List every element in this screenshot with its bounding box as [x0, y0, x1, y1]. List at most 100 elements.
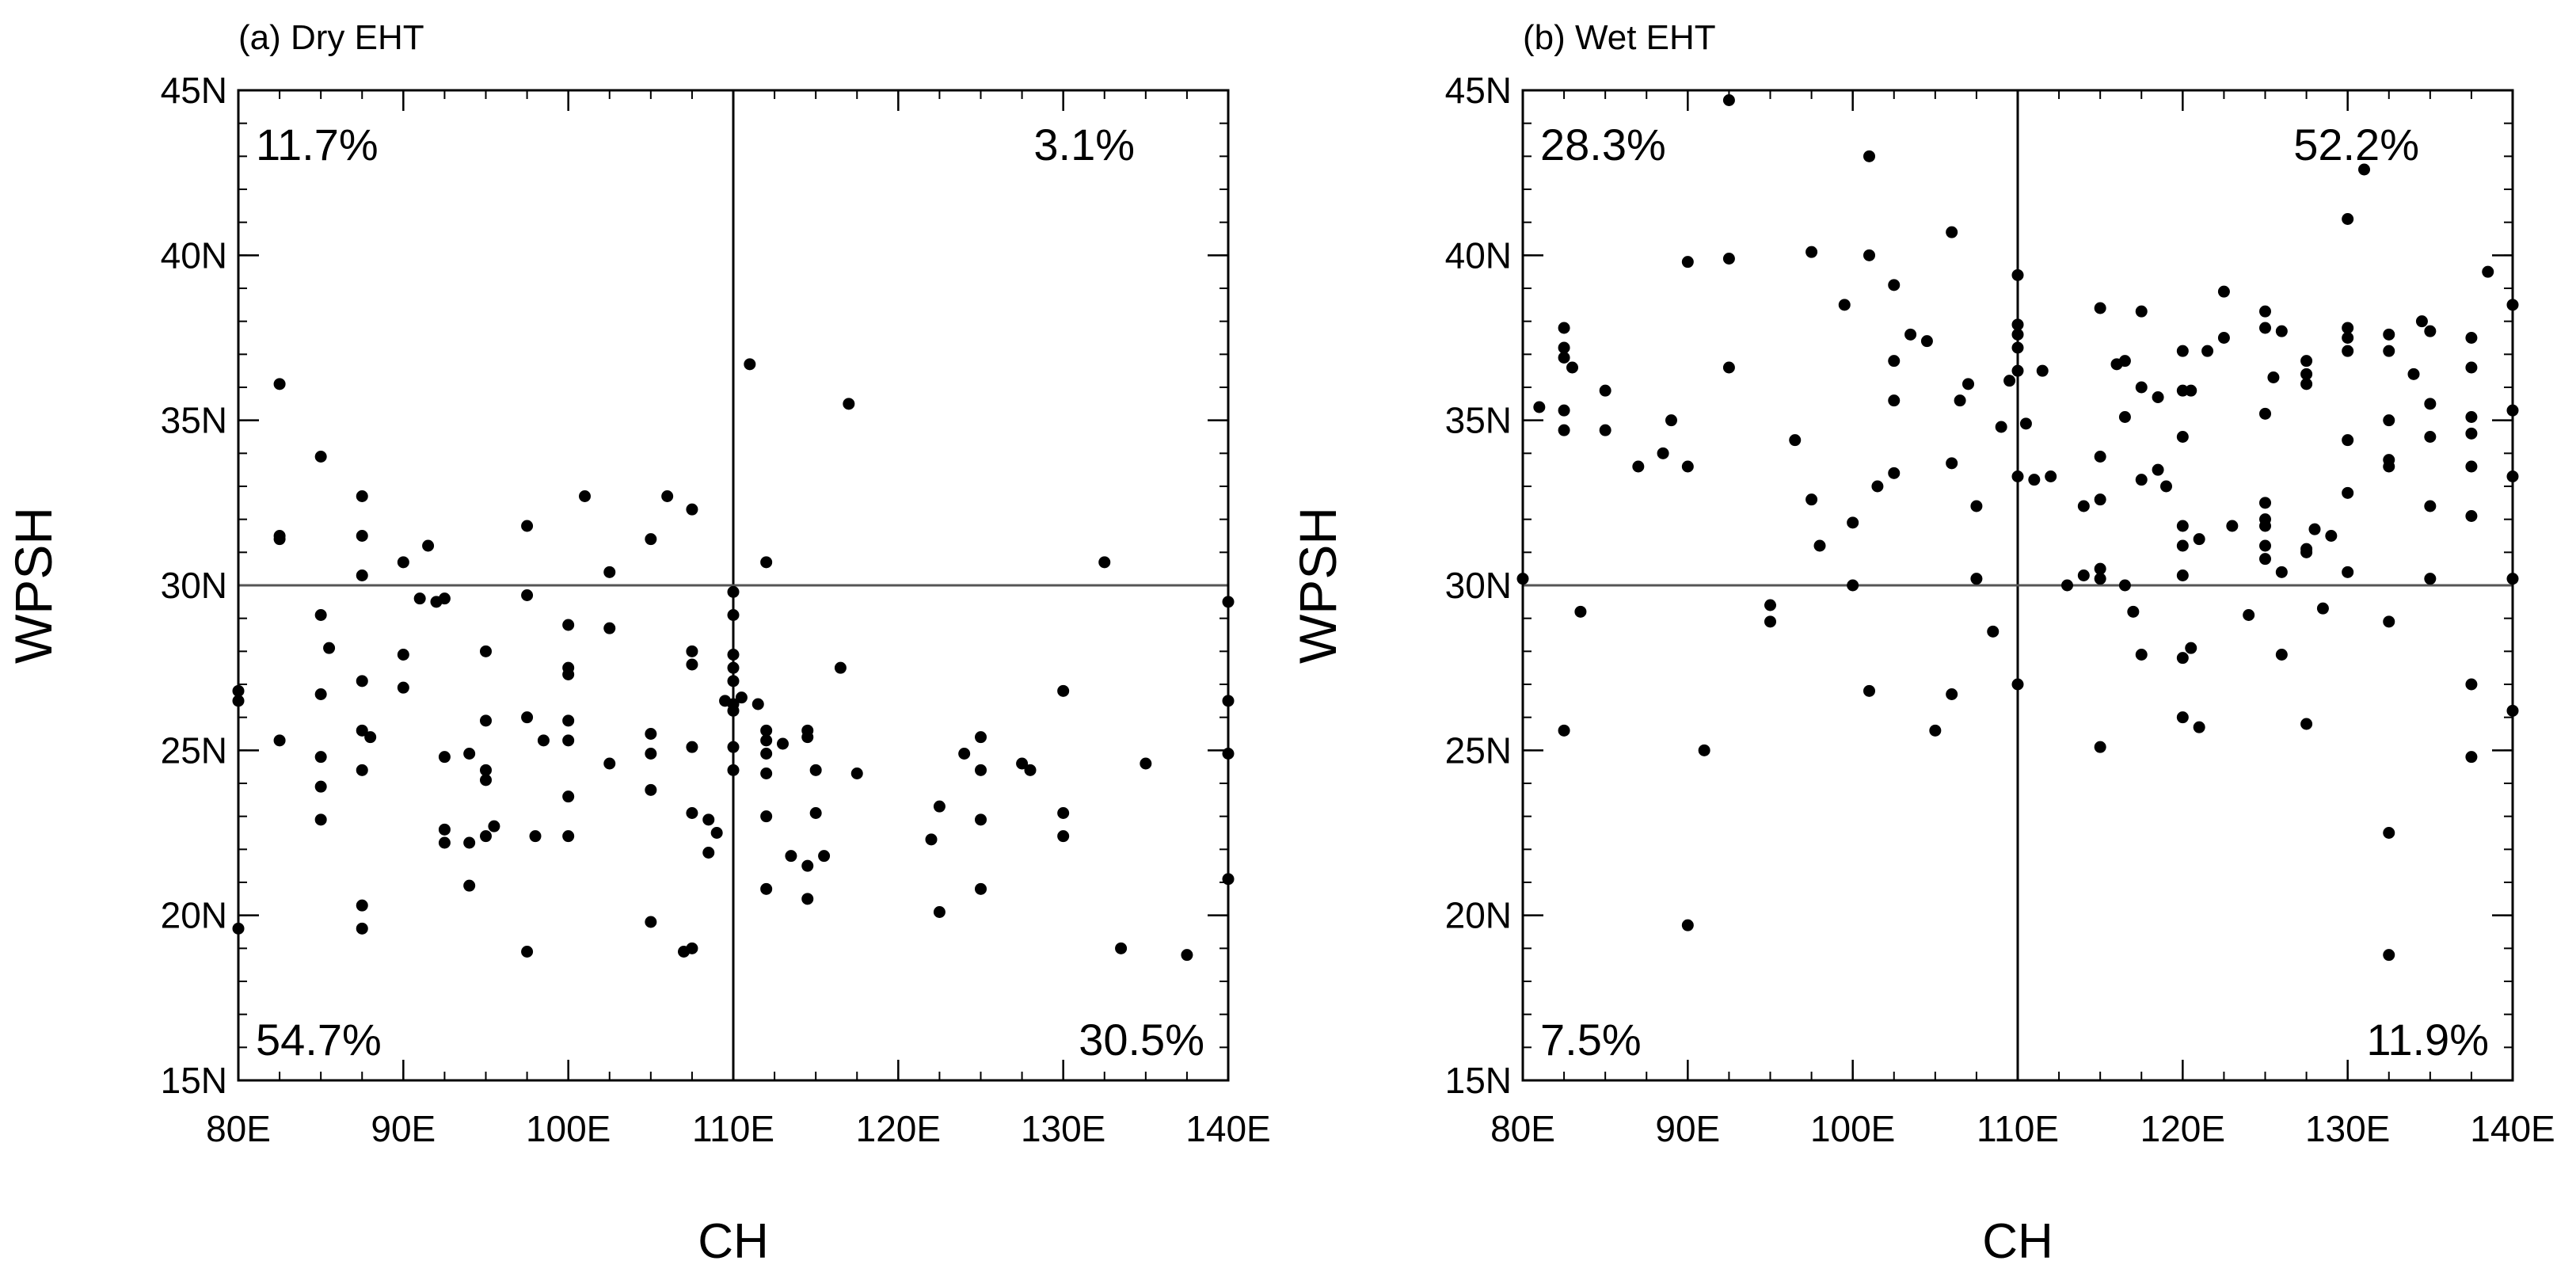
data-point — [702, 813, 715, 826]
data-point — [1946, 688, 1958, 700]
data-point — [2243, 609, 2255, 621]
data-point — [645, 728, 657, 740]
y-tick-label: 45N — [161, 70, 227, 111]
data-point — [2465, 427, 2478, 440]
y-tick-label: 35N — [1445, 400, 1512, 441]
data-point — [603, 566, 616, 578]
x-tick-label: 140E — [1185, 1108, 1270, 1149]
data-point — [2506, 470, 2519, 482]
data-point — [1665, 414, 1677, 427]
data-point — [1888, 355, 1901, 368]
data-point — [562, 619, 575, 631]
data-point — [1681, 460, 1694, 473]
data-point — [314, 780, 327, 793]
data-point — [2135, 474, 2148, 486]
data-point — [727, 741, 740, 753]
y-tick-label: 25N — [1445, 729, 1512, 771]
data-point — [364, 731, 377, 744]
data-point — [1888, 467, 1901, 479]
y-tick-label: 40N — [161, 234, 227, 276]
data-point — [2011, 341, 2024, 354]
data-point — [273, 533, 286, 546]
data-point — [760, 556, 773, 569]
data-point — [645, 916, 657, 928]
data-point — [1516, 573, 1529, 585]
data-point — [1863, 684, 1875, 697]
data-point — [850, 768, 863, 779]
data-point — [2267, 371, 2280, 383]
data-point — [2011, 269, 2024, 281]
data-point — [521, 520, 534, 532]
data-point — [2424, 431, 2437, 443]
y-tick-label: 25N — [161, 729, 227, 771]
data-point — [1558, 341, 1570, 354]
data-point — [2407, 368, 2420, 380]
data-point — [463, 879, 476, 892]
data-point — [801, 859, 814, 872]
data-point — [1805, 246, 1818, 258]
data-point — [2259, 553, 2271, 566]
data-point — [2259, 407, 2271, 420]
data-point — [2424, 573, 2437, 585]
quadrant-label-top-left: 28.3% — [1540, 120, 1666, 169]
data-point — [438, 836, 451, 849]
data-point — [925, 833, 938, 846]
data-point — [2424, 398, 2437, 410]
data-point — [1764, 599, 1776, 611]
data-point — [710, 827, 723, 839]
x-tick-label: 130E — [2305, 1108, 2390, 1149]
data-point — [2217, 332, 2230, 344]
data-point — [785, 850, 797, 863]
data-point — [686, 807, 698, 819]
data-point — [2325, 530, 2338, 542]
data-point — [1764, 615, 1776, 628]
data-point — [463, 836, 476, 849]
data-point — [958, 748, 971, 760]
data-point — [1599, 424, 1611, 436]
x-tick-label: 100E — [1810, 1108, 1895, 1149]
data-point — [686, 503, 698, 516]
data-point — [480, 714, 492, 727]
data-point — [2342, 486, 2354, 499]
data-point — [2465, 411, 2478, 423]
x-tick-label: 120E — [856, 1108, 941, 1149]
data-point — [1946, 457, 1958, 470]
data-point — [686, 741, 698, 753]
data-point — [1871, 480, 1884, 493]
data-point — [809, 764, 822, 776]
data-point — [480, 774, 492, 787]
data-point — [2077, 569, 2090, 581]
quadrant-label-top-right: 52.2% — [2293, 120, 2419, 169]
data-point — [422, 539, 435, 552]
data-point — [2259, 520, 2271, 532]
data-point — [1888, 279, 1901, 291]
data-point — [314, 751, 327, 764]
data-point — [1140, 757, 1152, 770]
data-point — [727, 675, 740, 688]
data-point — [1558, 352, 1570, 364]
data-point — [1681, 919, 1694, 931]
data-point — [2176, 384, 2189, 397]
data-point — [645, 783, 657, 796]
plot-frame — [237, 89, 1230, 1082]
y-tick-label: 15N — [161, 1060, 227, 1101]
data-point — [2176, 539, 2189, 552]
data-point — [2135, 381, 2148, 394]
data-point — [356, 569, 368, 581]
data-point — [843, 398, 855, 410]
data-point — [760, 810, 773, 823]
data-point — [2300, 355, 2313, 368]
data-point — [323, 642, 336, 654]
data-point — [2011, 678, 2024, 691]
data-point — [2342, 566, 2354, 578]
data-point — [537, 734, 550, 747]
data-point — [2135, 649, 2148, 661]
data-point — [760, 748, 773, 760]
data-point — [1222, 695, 1235, 707]
data-point — [2465, 361, 2478, 374]
data-point — [480, 830, 492, 843]
quadrant-label-bottom-right: 30.5% — [1079, 1015, 1204, 1065]
data-point — [314, 688, 327, 700]
data-point — [2011, 328, 2024, 341]
